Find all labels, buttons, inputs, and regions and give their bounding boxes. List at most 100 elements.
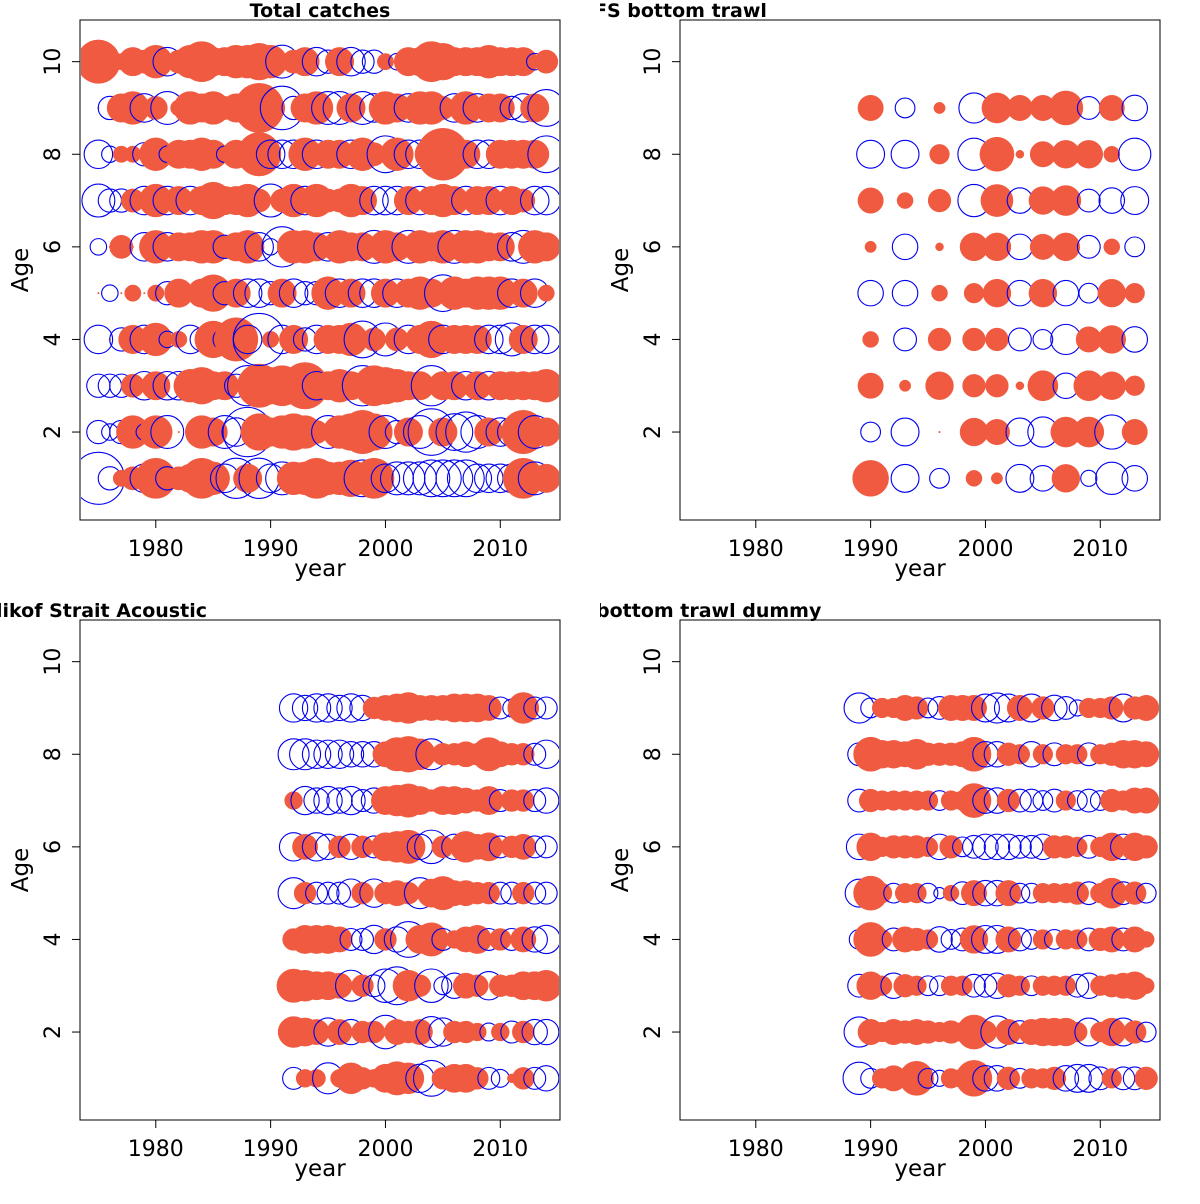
bubble-negative	[1007, 834, 1032, 859]
bubble-positive	[973, 1020, 998, 1044]
bubble-negative	[531, 924, 559, 955]
bubble-positive	[530, 970, 559, 1002]
bubble-negative	[328, 881, 352, 905]
chart-panel-1: Total catches 1980 1990 2000 2010 2 4 6 8 10 year A…	[8, 0, 561, 582]
bubble-negative	[474, 324, 504, 355]
bubble-positive	[857, 372, 884, 399]
bubble-negative	[917, 697, 939, 719]
bubble-negative	[1135, 882, 1157, 904]
x-tick-label: 2010	[472, 1137, 528, 1162]
bubble-negative	[891, 233, 919, 261]
bubble-negative	[86, 419, 111, 445]
bubble-positive	[328, 835, 351, 859]
bubble-positive	[1048, 90, 1084, 126]
bubble-negative	[856, 139, 886, 169]
bubble-positive	[1133, 787, 1159, 814]
bubble-negative	[531, 185, 559, 216]
bubble-positive	[520, 93, 550, 123]
bubble-positive	[362, 327, 386, 352]
x-tick-label: 2000	[957, 1137, 1013, 1162]
y-tick-label: 10	[41, 648, 66, 676]
bubble-positive	[233, 463, 263, 493]
bubble-positive	[995, 880, 1022, 907]
bubble-positive	[380, 137, 414, 171]
bubble-positive	[485, 232, 515, 262]
bubble-positive	[1133, 741, 1159, 768]
bubble-positive	[1006, 694, 1033, 721]
bubble-positive	[97, 292, 100, 295]
bubble-negative	[435, 413, 474, 451]
bubble-negative	[1065, 973, 1090, 998]
bubble-negative	[995, 833, 1022, 861]
bubble-negative	[412, 459, 451, 498]
bubble-positive	[170, 330, 188, 348]
bubble-negative	[890, 463, 920, 493]
bubble-series	[842, 692, 1159, 1097]
bubble-positive	[1134, 835, 1158, 859]
bubble-positive	[351, 881, 374, 905]
bubble-positive	[1103, 238, 1121, 256]
bubble-positive	[965, 470, 983, 487]
bubble-positive	[1098, 94, 1125, 121]
x-tick-label: 1980	[728, 537, 784, 562]
bubble-positive	[256, 93, 286, 123]
bubble-positive	[1028, 278, 1058, 308]
bubble-positive	[512, 1020, 535, 1044]
panel-title: Total catches	[250, 0, 391, 22]
bubble-negative	[150, 415, 185, 450]
bubble-negative	[531, 739, 559, 769]
bubble-series	[81, 39, 559, 505]
bubble-positive	[1121, 419, 1148, 446]
bubble-negative	[843, 692, 875, 724]
bubble-negative	[970, 693, 1000, 723]
bubble-positive	[939, 835, 963, 859]
bubble-positive	[983, 419, 1010, 446]
bubble-positive	[520, 139, 550, 169]
bubble-positive	[1103, 145, 1121, 163]
bubble-positive	[428, 417, 458, 447]
x-axis-label: year	[294, 556, 346, 582]
bubble-positive	[326, 972, 353, 999]
plot-frame	[79, 19, 561, 521]
bubble-positive	[397, 881, 420, 905]
y-tick-label: 2	[41, 1025, 66, 1039]
bubble-negative	[255, 139, 286, 170]
bubble-negative	[1005, 417, 1035, 447]
bubble-positive	[917, 929, 939, 950]
bubble-positive	[1051, 232, 1081, 262]
bubble-positive	[935, 242, 944, 252]
bubble-positive	[864, 240, 877, 253]
bubble-negative	[527, 89, 559, 127]
bubble-negative	[370, 463, 401, 494]
bubble-positive	[980, 184, 1014, 217]
bubble-positive	[284, 791, 303, 810]
bubble-negative	[313, 739, 343, 769]
bubble-positive	[355, 413, 393, 451]
bubble-positive	[906, 883, 927, 904]
bubble-positive	[982, 232, 1012, 262]
bubble-negative	[1005, 463, 1035, 493]
bubble-negative	[462, 463, 493, 494]
chart-panel-4: bottom trawl dummy 1980 1990 2000 2010 2 4 6 8 10…	[600, 600, 1161, 1182]
bubble-positive	[139, 415, 173, 449]
bubble-negative	[1062, 1063, 1092, 1093]
bubble-positive	[1015, 381, 1025, 391]
bubble-positive	[917, 790, 939, 811]
bubble-negative	[917, 882, 939, 904]
bubble-positive	[537, 284, 555, 302]
bubble-negative	[316, 881, 340, 905]
y-axis-label: Age	[608, 248, 634, 292]
bubble-positive	[1134, 1066, 1158, 1090]
bubble-positive	[990, 472, 1003, 485]
x-tick-label: 2010	[1072, 1137, 1128, 1162]
bubble-positive	[221, 278, 251, 308]
bubble-positive	[979, 136, 1015, 172]
bubble-negative	[860, 421, 882, 443]
bubble-positive	[938, 430, 941, 434]
x-axis-label: year	[894, 1156, 946, 1182]
bubble-positive	[290, 47, 320, 77]
bubble-negative	[423, 459, 462, 498]
bubble-positive	[1123, 881, 1147, 905]
bubble-positive	[511, 188, 536, 213]
bubble-negative	[435, 459, 474, 498]
